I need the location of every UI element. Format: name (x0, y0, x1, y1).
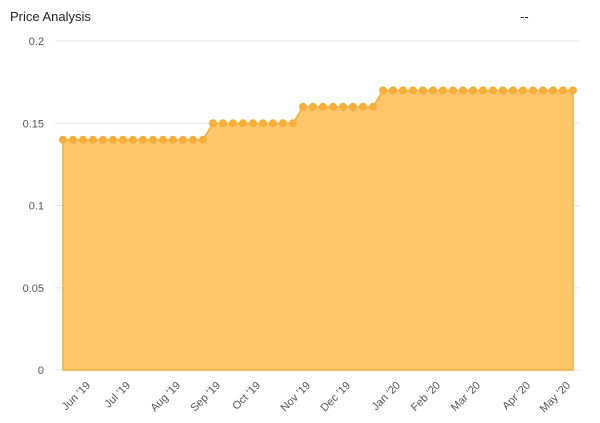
point (449, 86, 457, 95)
point (299, 102, 307, 111)
point (569, 86, 577, 95)
chart-title: Price Analysis (10, 9, 91, 24)
point (389, 86, 397, 95)
point (369, 102, 377, 111)
area (62, 89, 574, 371)
x-tick-label: May '20 (538, 380, 573, 415)
point (429, 86, 437, 95)
point (79, 135, 87, 144)
point (129, 135, 137, 144)
y-tick-label: 0.05 (23, 283, 44, 295)
point (329, 102, 337, 111)
point (119, 135, 127, 144)
point (529, 86, 537, 95)
point (509, 86, 517, 95)
point (399, 86, 407, 95)
point (179, 135, 187, 144)
status-text: -- (520, 9, 529, 24)
x-tick-label: Mar '20 (449, 380, 483, 414)
point (409, 86, 417, 95)
x-tick-label: Sep '19 (188, 380, 223, 415)
x-tick-label: Aug '19 (148, 380, 183, 415)
x-tick-label: Dec '19 (319, 380, 354, 415)
point (319, 102, 327, 111)
point (499, 86, 507, 95)
point (289, 119, 297, 128)
point (539, 86, 547, 95)
point (69, 135, 77, 144)
point (489, 86, 497, 95)
y-tick-label: 0.15 (23, 118, 44, 130)
x-tick-label: Jul '19 (102, 380, 133, 411)
point (239, 119, 247, 128)
point (309, 102, 317, 111)
point (269, 119, 277, 128)
point (149, 135, 157, 144)
point (559, 86, 567, 95)
x-tick-label: Oct '19 (230, 380, 263, 413)
point (519, 86, 527, 95)
point (439, 86, 447, 95)
point (159, 135, 167, 144)
point (109, 135, 117, 144)
point (189, 135, 197, 144)
point (379, 86, 387, 95)
point (199, 135, 207, 144)
point (349, 102, 357, 111)
point (549, 86, 557, 95)
y-tick-label: 0.1 (29, 201, 44, 213)
point (139, 135, 147, 144)
x-tick-label: Nov '19 (279, 380, 314, 415)
point (339, 102, 347, 111)
point (459, 86, 467, 95)
x-tick-label: Apr '20 (500, 380, 533, 413)
point (209, 119, 217, 128)
point (359, 102, 367, 111)
y-tick-label: 0 (38, 365, 44, 377)
x-tick-label: Jan '20 (370, 380, 403, 413)
x-tick-label: Jun '19 (60, 380, 93, 413)
point (219, 119, 227, 128)
point (469, 86, 477, 95)
point (479, 86, 487, 95)
point (279, 119, 287, 128)
x-tick-label: Feb '20 (409, 380, 443, 414)
point (249, 119, 257, 128)
y-tick-label: 0.2 (29, 36, 44, 48)
point (259, 119, 267, 128)
point (99, 135, 107, 144)
point (419, 86, 427, 95)
point (89, 135, 97, 144)
point (169, 135, 177, 144)
point (229, 119, 237, 128)
point (59, 135, 67, 144)
